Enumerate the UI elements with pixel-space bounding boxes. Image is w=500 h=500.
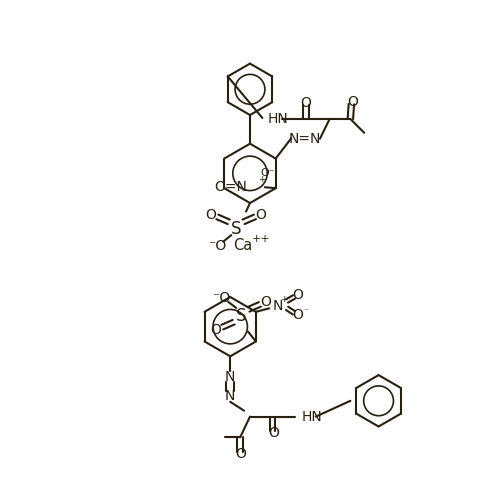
Text: O: O <box>260 295 271 309</box>
Text: O=N: O=N <box>214 180 247 194</box>
Text: N: N <box>273 299 283 313</box>
Text: O: O <box>292 288 304 302</box>
Text: O⁻: O⁻ <box>260 168 275 178</box>
Text: HN: HN <box>302 410 322 424</box>
Text: N=N: N=N <box>289 132 322 145</box>
Text: O: O <box>292 308 304 322</box>
Text: O: O <box>300 96 312 110</box>
Text: HN: HN <box>268 112 288 126</box>
Text: ⁻O: ⁻O <box>208 238 227 252</box>
Text: +: + <box>258 176 266 184</box>
Text: ⁻O: ⁻O <box>212 292 231 306</box>
Text: O: O <box>268 426 278 440</box>
Text: +: + <box>280 295 288 304</box>
Text: S: S <box>231 220 241 238</box>
Text: ⁻: ⁻ <box>303 308 308 316</box>
Text: O: O <box>205 208 216 222</box>
Text: O: O <box>236 447 246 461</box>
Text: O: O <box>256 208 266 222</box>
Text: ++: ++ <box>252 234 270 244</box>
Text: S: S <box>236 307 246 325</box>
Text: N: N <box>225 389 235 403</box>
Text: O: O <box>348 95 358 109</box>
Text: Ca: Ca <box>233 238 252 252</box>
Text: N: N <box>225 370 235 384</box>
Text: O: O <box>210 322 221 336</box>
